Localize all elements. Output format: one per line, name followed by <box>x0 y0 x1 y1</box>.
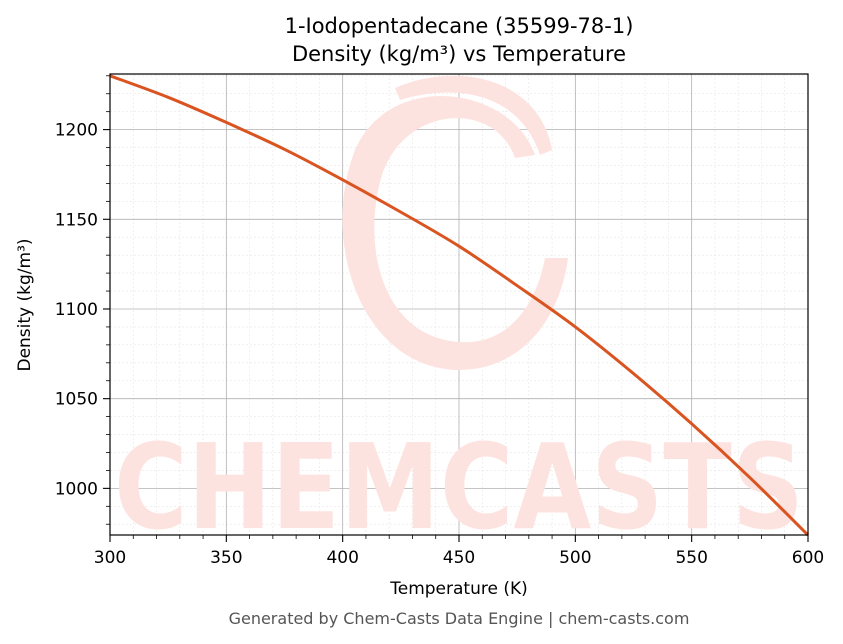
y-tick-label: 1100 <box>55 300 98 320</box>
y-tick-label: 1050 <box>55 390 98 410</box>
x-tick-label: 500 <box>559 548 591 568</box>
watermark-logo <box>342 75 568 371</box>
plot-area: CHEMCASTS 300 350 400 450 500 550 600 1000 1050… <box>55 73 824 568</box>
footer-credit: Generated by Chem-Casts Data Engine | ch… <box>229 609 690 628</box>
y-axis-label: Density (kg/m³) <box>15 238 35 371</box>
x-axis-label: Temperature (K) <box>389 579 528 599</box>
x-tick-label: 350 <box>210 548 242 568</box>
watermark: CHEMCASTS <box>114 75 804 556</box>
y-axis-ticks: 1000 1050 1100 1150 1200 <box>55 75 110 525</box>
y-tick-label: 1000 <box>55 479 98 499</box>
x-tick-label: 400 <box>326 548 358 568</box>
y-tick-label: 1150 <box>55 210 98 230</box>
chart-title: 1-Iodopentadecane (35599-78-1) <box>285 14 634 38</box>
x-tick-label: 600 <box>792 548 824 568</box>
watermark-text: CHEMCASTS <box>114 418 804 556</box>
x-axis-ticks: 300 350 400 450 500 550 600 <box>94 535 824 568</box>
chart-subtitle: Density (kg/m³) vs Temperature <box>292 42 626 66</box>
density-line <box>109 74 810 537</box>
y-tick-label: 1200 <box>55 121 98 141</box>
x-tick-label: 300 <box>94 548 126 568</box>
x-tick-label: 450 <box>443 548 475 568</box>
x-tick-label: 550 <box>675 548 707 568</box>
